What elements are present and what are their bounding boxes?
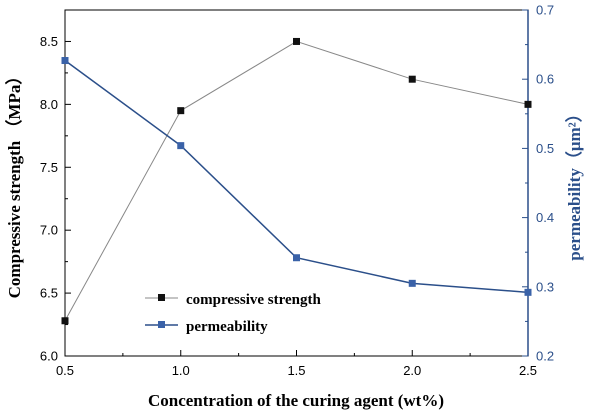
y-left-tick-label-2: 7.0 <box>40 223 58 238</box>
legend: compressive strength permeability <box>145 292 322 335</box>
y-left-tick-label-5: 8.5 <box>40 34 58 49</box>
x-tick-label-3: 2.0 <box>403 363 421 378</box>
y-right-tick-label-4: 0.6 <box>536 72 554 87</box>
series-layer <box>61 37 532 325</box>
y-left-tick-label-0: 6.0 <box>40 349 58 364</box>
point-permeability-1 <box>177 142 185 150</box>
x-axis-title: Concentration of the curing agent (wt%) <box>148 391 444 410</box>
point-compressive-strength-4 <box>524 100 532 108</box>
legend-marker-permeability <box>158 321 165 328</box>
y-right-tick-label-2: 0.4 <box>536 210 554 225</box>
y-axis-right: 0.2 0.3 0.4 0.5 0.6 0.7 <box>522 3 554 364</box>
point-permeability-2 <box>293 254 300 262</box>
point-permeability-3 <box>408 279 416 287</box>
y-right-tick-label-5: 0.7 <box>536 3 554 18</box>
y-axis-left-title: Compressive strength （MPa） <box>4 68 24 299</box>
point-compressive-strength-1 <box>177 107 185 115</box>
point-permeability-4 <box>524 288 532 296</box>
point-permeability-0 <box>61 57 69 65</box>
series-line-compressive-strength <box>64 40 529 322</box>
x-axis: 0.5 1.0 1.5 2.0 2.5 <box>56 350 537 378</box>
y-right-tick-label-0: 0.2 <box>536 349 554 364</box>
point-compressive-strength-0 <box>61 317 69 325</box>
x-tick-label-0: 0.5 <box>56 363 74 378</box>
legend-marker-compressive-strength <box>158 294 165 301</box>
y-left-tick-label-1: 6.5 <box>40 286 58 301</box>
y-left-tick-label-4: 8.0 <box>40 97 58 112</box>
point-compressive-strength-2 <box>293 37 300 45</box>
legend-label-permeability: permeability <box>186 319 268 335</box>
y-right-tick-label-1: 0.3 <box>536 279 554 294</box>
y-left-tick-label-3: 7.5 <box>40 160 58 175</box>
point-compressive-strength-3 <box>408 75 416 83</box>
y-axis-right-title: permeability（μm²） <box>564 105 584 260</box>
x-tick-label-1: 1.0 <box>172 363 190 378</box>
legend-label-compressive-strength: compressive strength <box>186 292 322 308</box>
y-axis-left: 6.0 6.5 7.0 7.5 8.0 8.5 <box>40 34 71 364</box>
x-tick-label-2: 1.5 <box>287 363 305 378</box>
x-tick-label-4: 2.5 <box>519 363 537 378</box>
y-right-tick-label-3: 0.5 <box>536 141 554 156</box>
